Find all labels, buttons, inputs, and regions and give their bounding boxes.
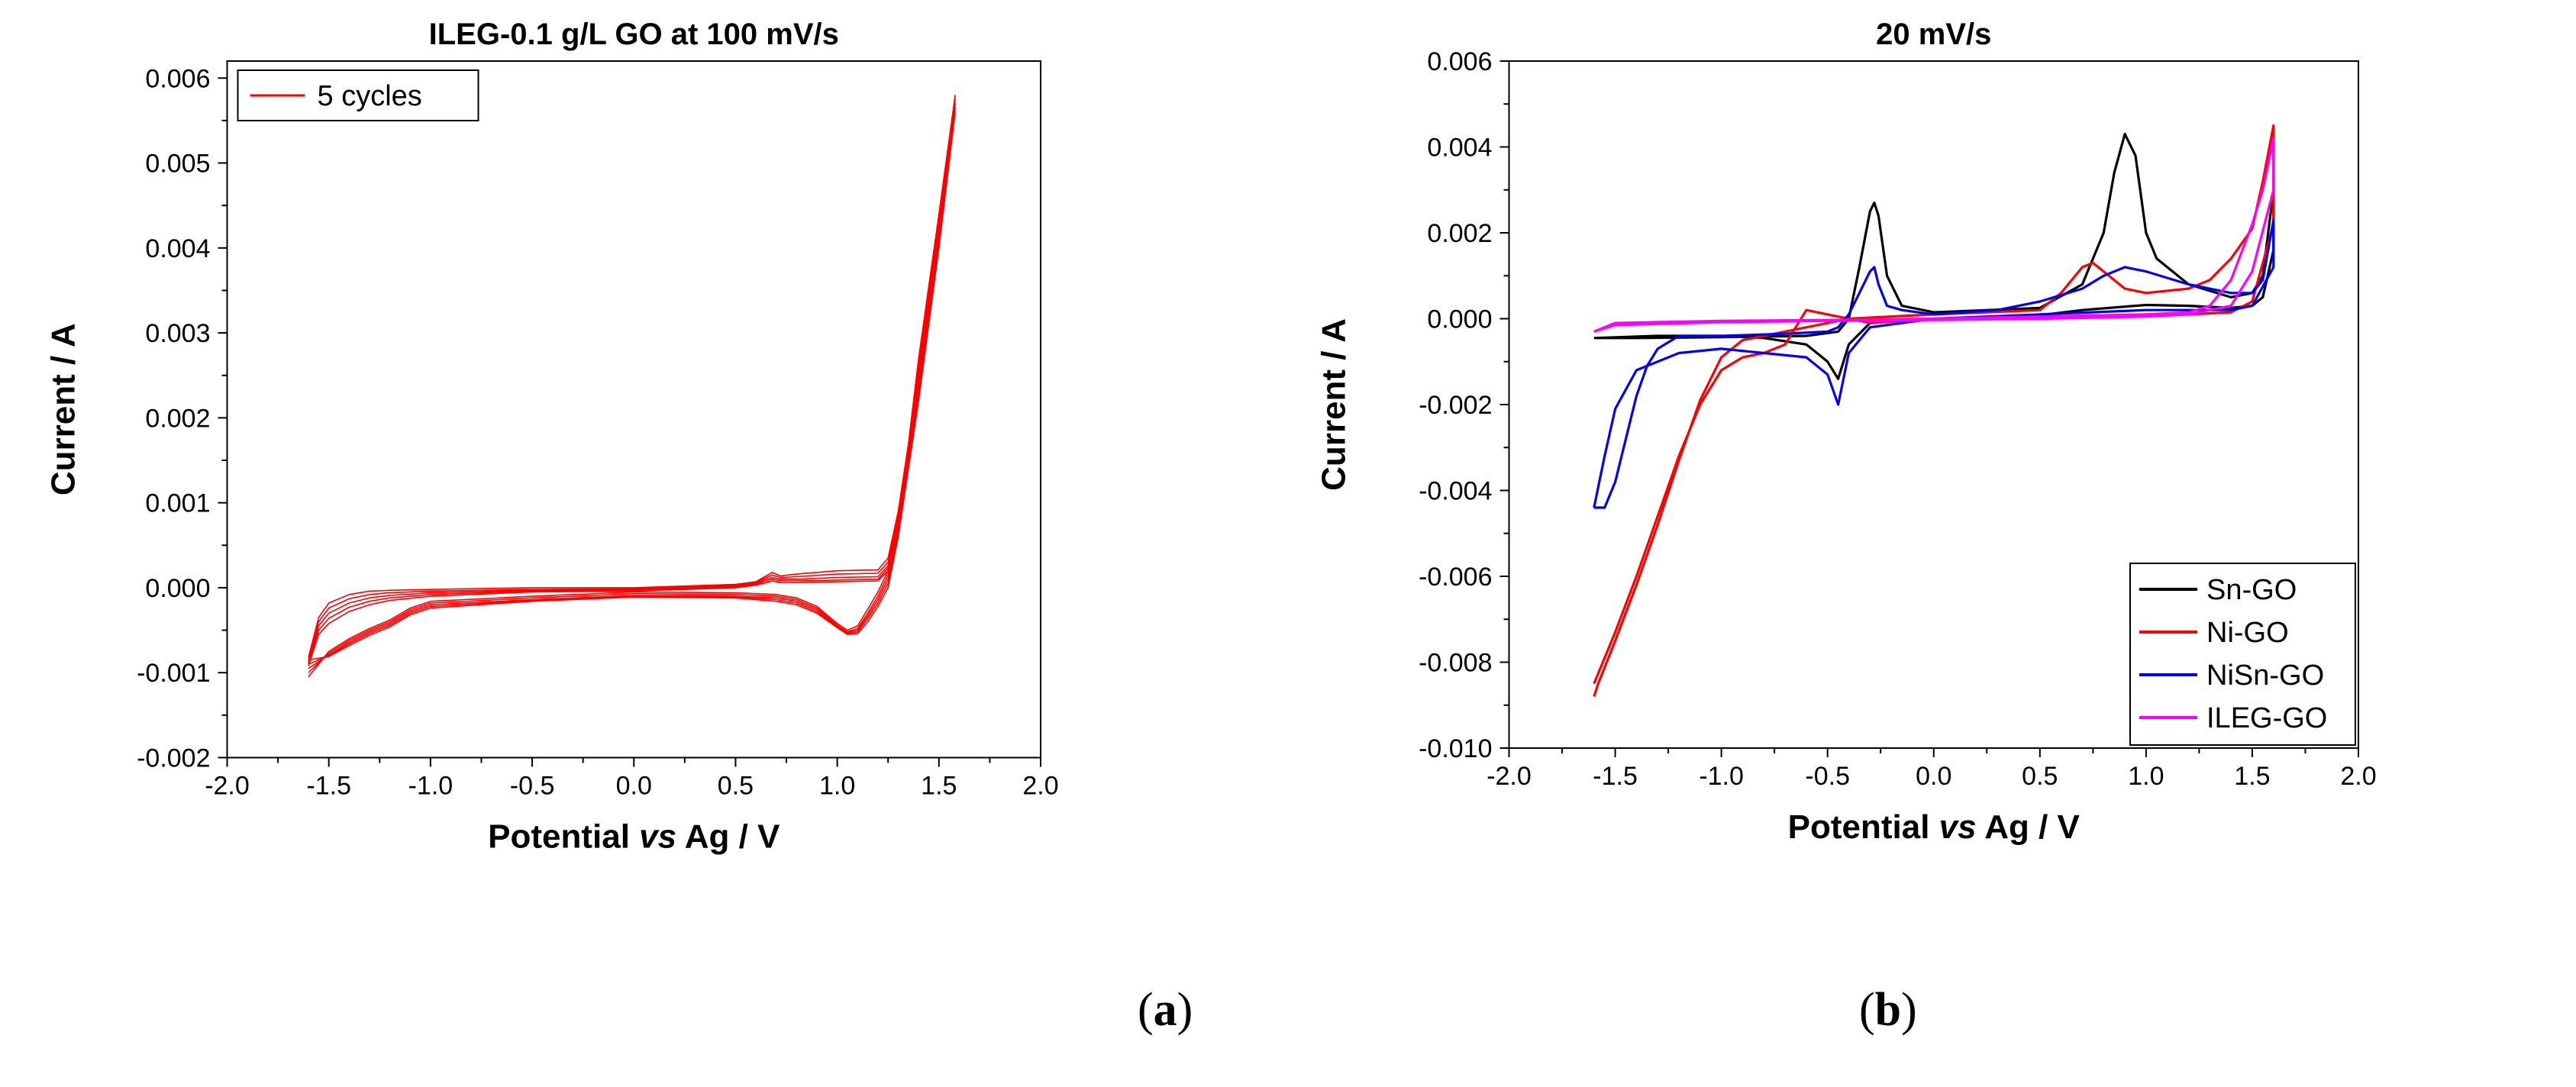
legend-label: ILEG-GO xyxy=(2206,702,2327,734)
legend-label: 5 cycles xyxy=(318,80,422,112)
chart-b: -2.0 -1.5 -1.0 -0.5 0.0 0.5 1.0 1.5 2.0 -0.010 -0.… xyxy=(1315,18,2377,846)
x-axis-label-part: vs xyxy=(1939,808,1977,846)
x-tick-label: -1.0 xyxy=(408,772,454,801)
x-axis-label: Potential vs Ag / V xyxy=(488,818,780,856)
y-tick-label: -0.002 xyxy=(1419,391,1492,420)
x-axis-label-part: Potential xyxy=(1788,808,1939,846)
y-tick-label: -0.008 xyxy=(1419,649,1492,678)
panel-label-b-close: ) xyxy=(1901,984,1917,1036)
y-tick-label: 0.001 xyxy=(145,489,210,518)
series-line-cycle-4-cathodic xyxy=(308,108,956,665)
x-tick-label: 0.5 xyxy=(718,772,754,801)
y-tick-label: 0.000 xyxy=(145,574,210,603)
y-axis-label: Current / A xyxy=(1315,318,1353,491)
y-tick-label: 0.006 xyxy=(1427,47,1492,76)
panel-label-a: (a) xyxy=(1138,983,1193,1037)
series-line-cycle-5-anodic xyxy=(308,111,956,666)
chart-title: ILEG-0.1 g/L GO at 100 mV/s xyxy=(429,18,839,51)
chart-title: 20 mV/s xyxy=(1876,18,1991,51)
y-tick-label: 0.006 xyxy=(145,64,210,93)
series-line-cycle-5-cathodic xyxy=(308,111,956,661)
series-line-cycle-3-anodic xyxy=(308,103,956,663)
x-tick-label: 0.0 xyxy=(616,772,652,801)
series-line-cycle-2-cathodic xyxy=(308,99,956,673)
x-axis-label-part: vs xyxy=(639,818,676,856)
panel-label-a-open: ( xyxy=(1138,984,1154,1036)
legend-box xyxy=(2129,563,2356,746)
x-tick-label: 2.0 xyxy=(1022,772,1058,801)
series-line-cycle-1-anodic xyxy=(308,95,956,658)
series-line-cycle-2-anodic xyxy=(308,98,956,660)
x-tick-label: 0.0 xyxy=(1916,762,1951,791)
x-tick-label: -1.0 xyxy=(1699,762,1744,791)
series-line-ileg-go xyxy=(1593,137,2275,333)
panel-label-b-open: ( xyxy=(1859,984,1875,1036)
x-axis-label-part: Potential xyxy=(488,818,639,856)
chart-a: -2.0 -1.5 -1.0 -0.5 0.0 0.5 1.0 1.5 2.0 -0.002 -0.… xyxy=(45,18,1059,856)
panel-label-b-letter: b xyxy=(1874,984,1902,1036)
x-tick-label: -1.5 xyxy=(1593,762,1638,791)
y-axis-label: Current / A xyxy=(45,323,82,495)
y-tick-label: 0.002 xyxy=(1427,219,1492,248)
x-tick-label: 0.5 xyxy=(2022,762,2058,791)
y-tick-label: 0.004 xyxy=(145,234,210,263)
x-axis-label-part: Ag / V xyxy=(676,818,780,856)
y-tick-label: 0.004 xyxy=(1427,134,1492,163)
y-tick-label: -0.001 xyxy=(137,659,210,688)
x-tick-label: -0.5 xyxy=(1805,762,1850,791)
x-tick-label: -0.5 xyxy=(510,772,555,801)
x-tick-label: -1.5 xyxy=(306,772,351,801)
y-tick-label: -0.004 xyxy=(1419,477,1492,506)
series-line-sn-go xyxy=(1593,133,2275,380)
x-tick-label: 2.0 xyxy=(2340,762,2376,791)
x-tick-label: -2.0 xyxy=(205,772,250,801)
x-axis-label-part: Ag / V xyxy=(1977,808,2080,846)
series-line-nisn-go xyxy=(1593,218,2275,509)
series-group xyxy=(308,95,956,678)
y-tick-label: 0.005 xyxy=(145,150,210,179)
x-axis-label: Potential vs Ag / V xyxy=(1788,808,2080,846)
legend-label: Ni-GO xyxy=(2206,617,2289,649)
series-group xyxy=(1593,124,2275,697)
y-tick-label: -0.002 xyxy=(137,744,210,773)
x-tick-label: 1.0 xyxy=(2128,762,2164,791)
x-tick-label: 1.5 xyxy=(2234,762,2270,791)
plot-frame xyxy=(226,60,1041,759)
legend-label: NiSn-GO xyxy=(2206,660,2324,692)
series-line-cycle-3-cathodic xyxy=(308,103,956,669)
y-tick-label: 0.003 xyxy=(145,319,210,348)
y-tick-label: -0.010 xyxy=(1419,734,1492,763)
x-tick-label: -2.0 xyxy=(1487,762,1532,791)
y-tick-label: 0.002 xyxy=(145,404,210,433)
y-tick-label: 0.000 xyxy=(1427,305,1492,334)
panel-label-b: (b) xyxy=(1859,983,1917,1037)
x-tick-label: 1.5 xyxy=(921,772,957,801)
legend-label: Sn-GO xyxy=(2206,574,2297,606)
panel-label-a-letter: a xyxy=(1153,984,1177,1036)
x-tick-label: 1.0 xyxy=(819,772,855,801)
y-tick-label: -0.006 xyxy=(1419,563,1492,592)
panel-label-a-close: ) xyxy=(1177,984,1193,1036)
